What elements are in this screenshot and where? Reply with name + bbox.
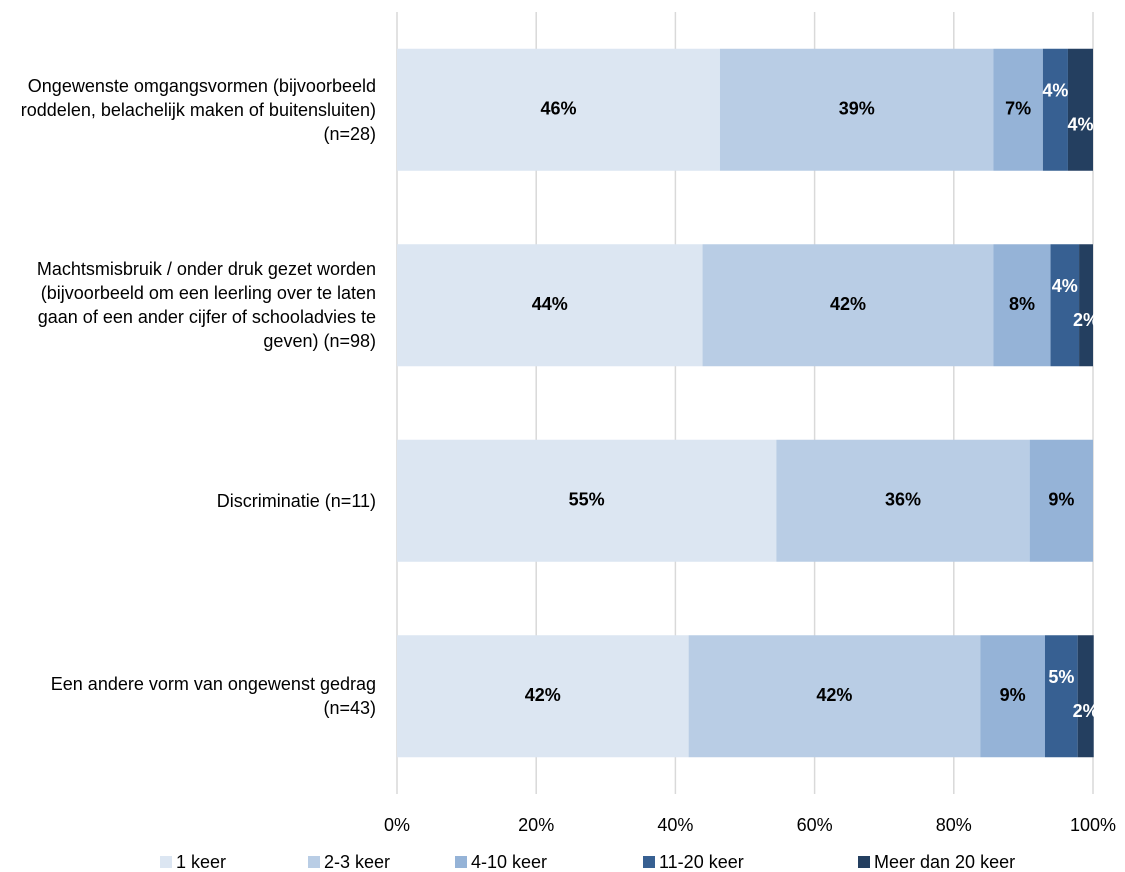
x-tick-label: 60% bbox=[797, 815, 833, 835]
bar-segment bbox=[993, 244, 1051, 367]
bar-segment bbox=[719, 48, 994, 171]
bar-segment bbox=[1077, 635, 1094, 758]
data-label: 42% bbox=[816, 685, 852, 705]
data-label: 55% bbox=[569, 490, 605, 510]
legend-swatch bbox=[160, 856, 172, 868]
data-label: 7% bbox=[1005, 99, 1031, 119]
data-label: 9% bbox=[1048, 490, 1074, 510]
x-tick-label: 0% bbox=[384, 815, 410, 835]
legend-swatch bbox=[455, 856, 467, 868]
data-label: 2% bbox=[1073, 701, 1099, 721]
data-label: 4% bbox=[1067, 115, 1093, 135]
x-tick-label: 80% bbox=[936, 815, 972, 835]
data-label: 39% bbox=[839, 99, 875, 119]
bar-segment bbox=[980, 635, 1045, 758]
x-tick-label: 40% bbox=[657, 815, 693, 835]
bar-segment bbox=[776, 439, 1030, 562]
bar-segment bbox=[702, 244, 994, 367]
data-label: 8% bbox=[1009, 294, 1035, 314]
legend-swatch bbox=[858, 856, 870, 868]
bar-segment bbox=[397, 244, 703, 367]
bar-segment bbox=[397, 439, 777, 562]
bar-segment bbox=[1079, 244, 1093, 367]
data-label: 2% bbox=[1073, 310, 1099, 330]
data-label: 9% bbox=[1000, 685, 1026, 705]
data-label: 42% bbox=[525, 685, 561, 705]
category-label: Een andere vorm van ongewenst gedrag (n=… bbox=[50, 674, 376, 719]
bar-segment bbox=[1050, 244, 1080, 367]
bar-segment bbox=[1067, 48, 1093, 171]
legend-swatch bbox=[643, 856, 655, 868]
data-label: 44% bbox=[532, 294, 568, 314]
bar-segment bbox=[1042, 48, 1068, 171]
category-label: Machtsmisbruik / onder druk gezet worden… bbox=[36, 259, 376, 352]
bar-segment bbox=[1029, 439, 1093, 562]
category-label: Ongewenste omgangsvormen (bijvoorbeeld r… bbox=[20, 75, 376, 144]
data-label: 46% bbox=[540, 99, 576, 119]
bar-segment bbox=[993, 48, 1043, 171]
bar-segment bbox=[397, 635, 689, 758]
x-tick-label: 100% bbox=[1070, 815, 1116, 835]
legend-label: 4-10 keer bbox=[471, 852, 547, 872]
legend-swatch bbox=[308, 856, 320, 868]
data-label: 36% bbox=[885, 490, 921, 510]
legend-label: Meer dan 20 keer bbox=[874, 852, 1015, 872]
data-label: 42% bbox=[830, 294, 866, 314]
bar-segment bbox=[1044, 635, 1078, 758]
legend-label: 2-3 keer bbox=[324, 852, 390, 872]
bar-segment bbox=[397, 48, 720, 171]
legend-label: 1 keer bbox=[176, 852, 226, 872]
bar-segment bbox=[688, 635, 981, 758]
legend-label: 11-20 keer bbox=[659, 852, 744, 872]
category-label: Discriminatie (n=11) bbox=[216, 490, 376, 511]
data-label: 4% bbox=[1052, 276, 1078, 296]
data-label: 5% bbox=[1048, 667, 1074, 687]
data-label: 4% bbox=[1042, 81, 1068, 101]
x-tick-label: 20% bbox=[518, 815, 554, 835]
